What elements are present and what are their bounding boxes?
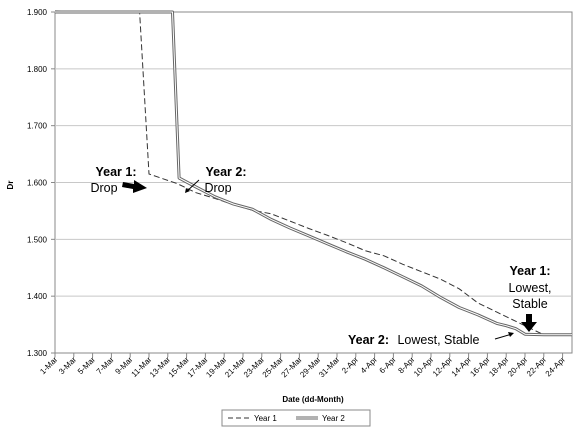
- svg-text:Drop: Drop: [90, 181, 117, 195]
- y-tick-label: 1.300: [27, 349, 48, 358]
- x-axis-title: Date (dd-Month): [282, 395, 344, 404]
- legend-label-year2: Year 2: [322, 414, 345, 423]
- svg-text:Lowest,: Lowest,: [508, 281, 551, 295]
- annotation-year1-drop: Year 1: Drop: [90, 165, 147, 195]
- x-tick-label: 6-Apr: [378, 355, 398, 375]
- series-line-year-1: [54, 10, 572, 336]
- svg-text:Drop: Drop: [204, 181, 231, 195]
- x-tick-label: 2-Apr: [340, 355, 360, 375]
- x-tick-label: 18-Apr: [487, 355, 511, 379]
- annotation-year2-drop: Year 2: Drop: [185, 165, 247, 195]
- year1-drop-arrow: [122, 180, 147, 193]
- svg-text:Year 1:: Year 1:: [95, 165, 136, 179]
- x-axis-ticks: 1-Mar3-Mar5-Mar7-Mar9-Mar11-Mar13-Mar15-…: [38, 353, 567, 379]
- year2-lowest-label: Year 2: Lowest, Stable: [348, 331, 480, 348]
- year1-lowest-arrow: [521, 314, 537, 332]
- y-tick-label: 1.500: [27, 235, 48, 244]
- x-tick-label: 7-Mar: [95, 355, 116, 376]
- x-tick-label: 16-Apr: [468, 355, 492, 379]
- y-tick-label: 1.900: [27, 8, 48, 17]
- y-tick-label: 1.600: [27, 179, 48, 188]
- series-group: [54, 10, 572, 337]
- y-tick-label: 1.800: [27, 65, 48, 74]
- y-tick-label: 1.700: [27, 122, 48, 131]
- x-tick-label: 5-Mar: [76, 355, 97, 376]
- x-tick-label: 3-Mar: [57, 355, 78, 376]
- legend-label-year1: Year 1: [254, 414, 277, 423]
- x-tick-label: 14-Apr: [450, 355, 474, 379]
- x-tick-label: 1-Mar: [38, 355, 59, 376]
- svg-text:Stable: Stable: [512, 297, 547, 311]
- x-tick-label: 31-Mar: [317, 355, 342, 380]
- svg-text:Year 1:: Year 1:: [509, 264, 550, 278]
- series-line-year-2: [55, 11, 572, 336]
- x-tick-label: 24-Apr: [544, 355, 568, 379]
- x-tick-label: 22-Apr: [525, 355, 549, 379]
- y-axis-title: Dr: [6, 181, 15, 190]
- x-tick-label: 20-Apr: [506, 355, 530, 379]
- x-tick-label: 12-Apr: [431, 355, 455, 379]
- legend: Year 1 Year 2: [221, 409, 371, 427]
- x-tick-label: 4-Apr: [359, 355, 379, 375]
- annotation-year2-lowest: Year 2: Lowest, Stable: [348, 331, 514, 348]
- x-tick-label: 10-Apr: [412, 355, 436, 379]
- svg-text:Year 2:: Year 2:: [205, 165, 246, 179]
- annotation-year1-lowest: Year 1: Lowest, Stable: [508, 264, 552, 332]
- y-axis-ticks: 1.300 1.400 1.500 1.600 1.700 1.800 1.900: [27, 8, 55, 358]
- y-tick-label: 1.400: [27, 292, 48, 301]
